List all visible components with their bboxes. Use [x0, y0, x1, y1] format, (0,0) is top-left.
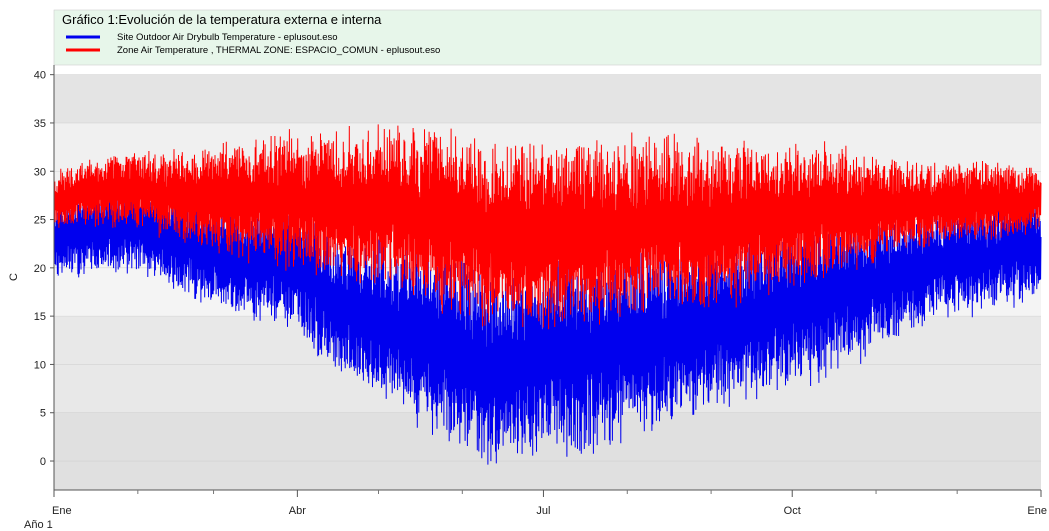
- background-band: [54, 74, 1041, 123]
- legend-label-outdoor: Site Outdoor Air Drybulb Temperature - e…: [117, 32, 338, 43]
- x-tick-label: Oct: [784, 505, 801, 517]
- y-axis-label: C: [8, 273, 20, 281]
- y-tick-label: 15: [34, 311, 46, 323]
- y-tick-label: 0: [40, 456, 46, 468]
- y-tick-label: 35: [34, 118, 46, 130]
- y-tick-label: 40: [34, 70, 46, 82]
- x-tick-label: Ene: [1027, 505, 1047, 517]
- legend-label-zone: Zone Air Temperature , THERMAL ZONE: ESP…: [117, 45, 440, 56]
- y-tick-label: 5: [40, 408, 46, 420]
- y-tick-label: 20: [34, 263, 46, 275]
- y-tick-label: 30: [34, 166, 46, 178]
- series-layer: [53, 124, 1042, 465]
- y-tick-label: 10: [34, 359, 46, 371]
- series-line-zone-temperature: [53, 124, 1042, 330]
- y-tick-label: 25: [34, 215, 46, 227]
- x-axis-label: Año 1: [24, 519, 53, 531]
- x-tick-label: Ene: [52, 505, 72, 517]
- x-tick-label: Jul: [536, 505, 550, 517]
- chart-title: Gráfico 1:Evolución de la temperatura ex…: [62, 12, 382, 27]
- y-axis-ticks: 0 5 10 15 20 25 30 35 40: [34, 70, 54, 468]
- legend: Site Outdoor Air Drybulb Temperature - e…: [66, 32, 440, 56]
- x-tick-label: Abr: [289, 505, 306, 517]
- chart-header: [53, 9, 1042, 66]
- x-axis-ticks: Ene Abr Jul Oct Ene: [52, 490, 1047, 517]
